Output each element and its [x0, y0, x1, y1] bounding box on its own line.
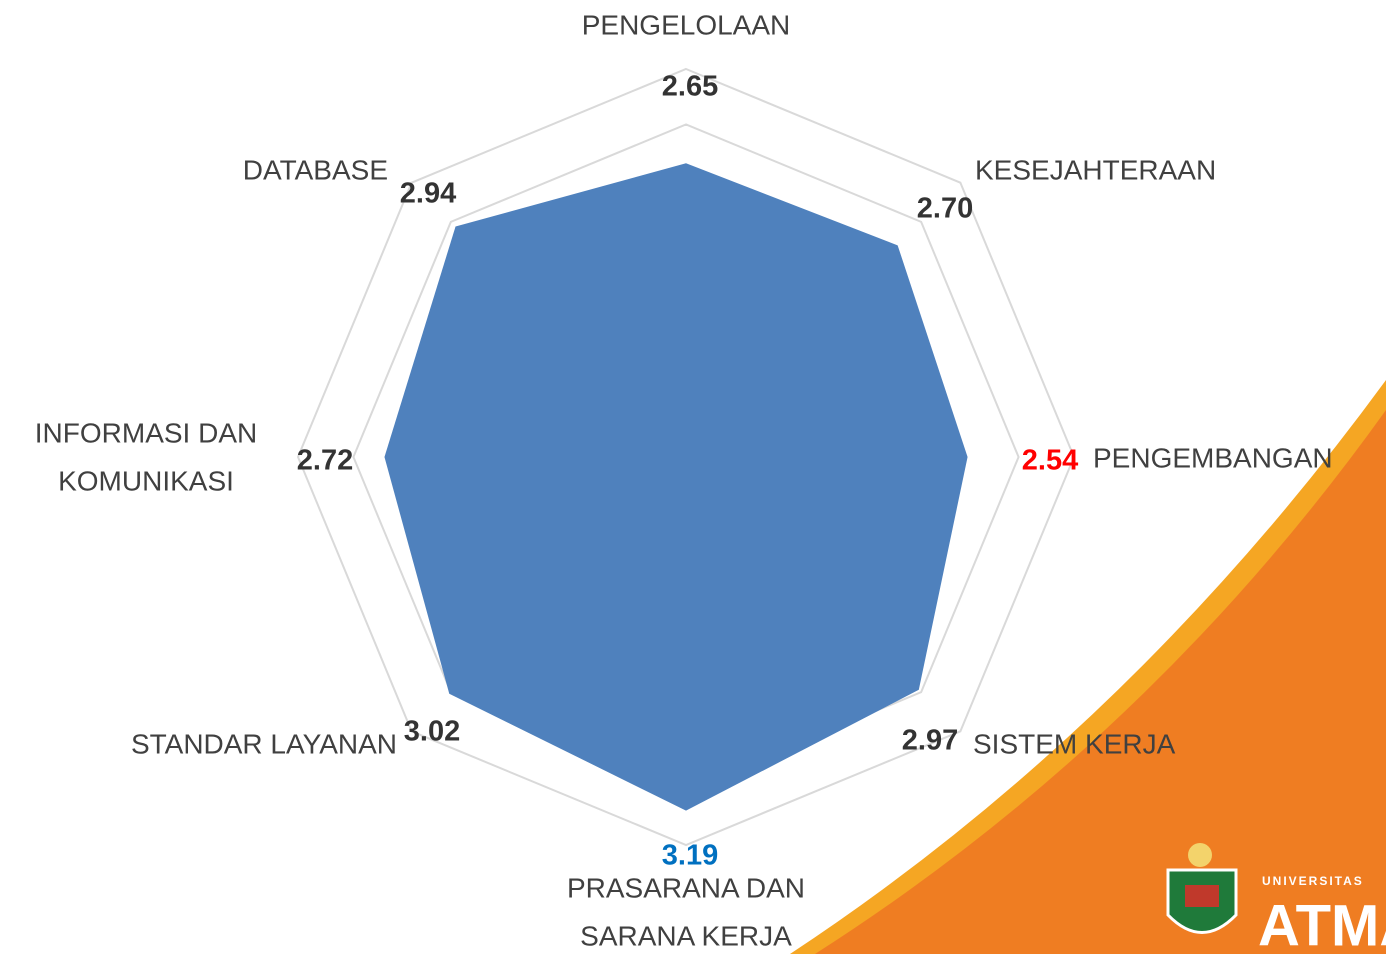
value-label: 2.97: [902, 725, 958, 757]
value-label: 2.94: [400, 178, 456, 210]
series-area: [384, 163, 968, 811]
axis-label: SISTEM KERJA: [973, 728, 1176, 759]
value-label: 3.19: [662, 840, 718, 872]
axis-label: PENGELOLAAN: [582, 9, 791, 40]
value-label: 3.02: [404, 716, 460, 748]
value-label: 2.72: [297, 445, 353, 477]
axis-label: KESEJAHTERAAN: [975, 154, 1216, 185]
value-label: 2.54: [1022, 445, 1078, 477]
axis-label: PENGEMBANGAN: [1093, 442, 1333, 473]
brand-big: ATMA: [1258, 893, 1386, 954]
swoosh: [815, 410, 1386, 954]
logo: [1166, 843, 1238, 934]
axis-label: DATABASE: [243, 154, 388, 185]
value-label: 2.65: [662, 71, 718, 103]
axis-label: KOMUNIKASI: [58, 465, 234, 496]
value-label: 2.70: [917, 193, 973, 225]
grid-ring: [296, 67, 1076, 847]
axis-label: STANDAR LAYANAN: [131, 728, 397, 759]
axis-label: SARANA KERJA: [580, 920, 792, 951]
brand-small: UNIVERSITAS: [1262, 874, 1364, 888]
axis-label: INFORMASI DAN: [35, 417, 257, 448]
axis-label: PRASARANA DAN: [567, 872, 805, 903]
decoration: UNIVERSITAS ATMA: [790, 380, 1386, 954]
